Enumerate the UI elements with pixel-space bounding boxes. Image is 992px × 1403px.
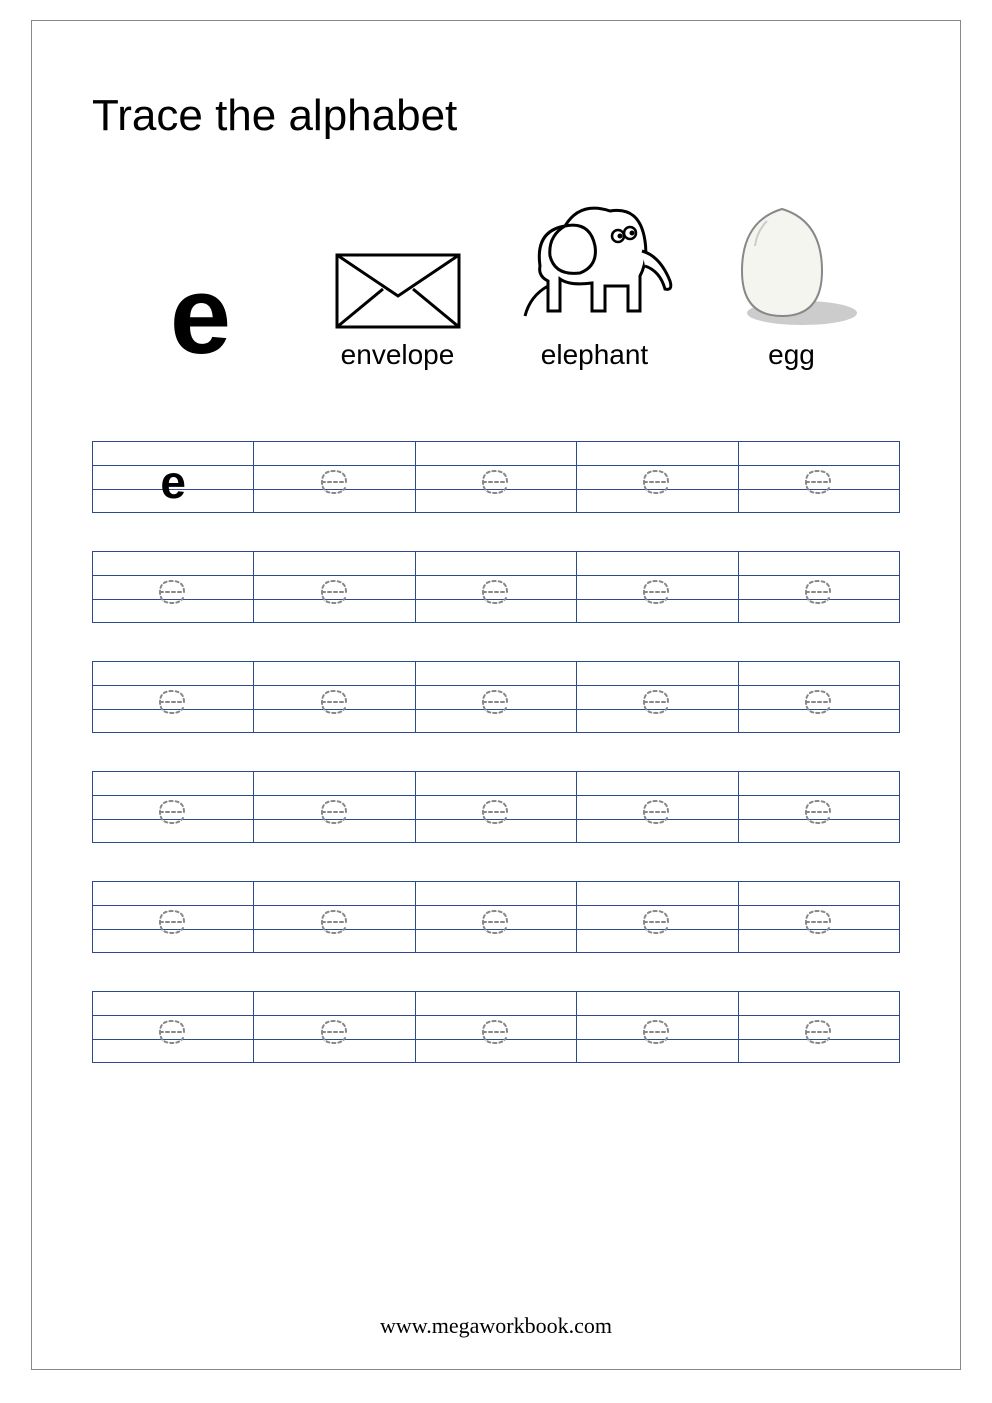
trace-cell bbox=[93, 772, 254, 842]
trace-cell bbox=[416, 662, 577, 732]
trace-cell bbox=[577, 442, 738, 512]
trace-row: e bbox=[92, 441, 900, 513]
dotted-letter bbox=[802, 1017, 836, 1047]
trace-row bbox=[92, 551, 900, 623]
trace-cell bbox=[739, 662, 899, 732]
trace-cell bbox=[577, 552, 738, 622]
dotted-letter bbox=[318, 577, 352, 607]
example-egg: egg bbox=[693, 201, 890, 371]
elephant-label: elephant bbox=[541, 339, 648, 371]
trace-row bbox=[92, 661, 900, 733]
dotted-letter bbox=[479, 1017, 513, 1047]
dotted-letter bbox=[156, 577, 190, 607]
trace-cell bbox=[577, 992, 738, 1062]
example-elephant: elephant bbox=[496, 191, 693, 371]
dotted-letter bbox=[802, 687, 836, 717]
egg-icon bbox=[717, 201, 867, 331]
dotted-letter bbox=[640, 1017, 674, 1047]
trace-cell bbox=[254, 442, 415, 512]
trace-row bbox=[92, 991, 900, 1063]
trace-cell bbox=[416, 442, 577, 512]
trace-cell bbox=[739, 442, 899, 512]
page-title: Trace the alphabet bbox=[92, 91, 900, 141]
dotted-letter bbox=[802, 467, 836, 497]
envelope-label: envelope bbox=[341, 339, 455, 371]
trace-cell bbox=[416, 552, 577, 622]
trace-cell bbox=[739, 992, 899, 1062]
dotted-letter bbox=[318, 907, 352, 937]
dotted-letter bbox=[156, 797, 190, 827]
trace-cell bbox=[416, 992, 577, 1062]
dotted-letter bbox=[479, 797, 513, 827]
trace-cell bbox=[254, 772, 415, 842]
trace-cell: e bbox=[93, 442, 254, 512]
egg-label: egg bbox=[768, 339, 815, 371]
trace-cell bbox=[577, 662, 738, 732]
trace-cell bbox=[93, 882, 254, 952]
dotted-letter bbox=[156, 1017, 190, 1047]
trace-cell bbox=[254, 882, 415, 952]
trace-cell bbox=[577, 882, 738, 952]
footer-url: www.megaworkbook.com bbox=[32, 1313, 960, 1339]
trace-cell bbox=[416, 882, 577, 952]
trace-cell bbox=[739, 882, 899, 952]
trace-row bbox=[92, 881, 900, 953]
examples-row: e envelope elephant bbox=[92, 191, 900, 371]
trace-cell bbox=[93, 552, 254, 622]
trace-cell bbox=[739, 772, 899, 842]
trace-grid: e bbox=[92, 441, 900, 1063]
dotted-letter bbox=[802, 907, 836, 937]
example-envelope: envelope bbox=[299, 251, 496, 371]
dotted-letter bbox=[640, 577, 674, 607]
dotted-letter bbox=[479, 907, 513, 937]
dotted-letter bbox=[802, 577, 836, 607]
dotted-letter bbox=[479, 467, 513, 497]
dotted-letter bbox=[318, 467, 352, 497]
trace-cell bbox=[93, 992, 254, 1062]
dotted-letter bbox=[479, 687, 513, 717]
dotted-letter bbox=[318, 687, 352, 717]
dotted-letter bbox=[640, 687, 674, 717]
dotted-letter bbox=[640, 467, 674, 497]
trace-cell bbox=[416, 772, 577, 842]
envelope-icon bbox=[333, 251, 463, 331]
trace-cell bbox=[577, 772, 738, 842]
dotted-letter bbox=[479, 577, 513, 607]
worksheet-page: Trace the alphabet e envelope bbox=[31, 20, 961, 1370]
trace-cell bbox=[739, 552, 899, 622]
trace-cell bbox=[254, 552, 415, 622]
dotted-letter bbox=[640, 797, 674, 827]
dotted-letter bbox=[156, 687, 190, 717]
trace-cell bbox=[254, 992, 415, 1062]
dotted-letter bbox=[802, 797, 836, 827]
elephant-icon bbox=[510, 191, 680, 331]
dotted-letter bbox=[318, 1017, 352, 1047]
dotted-letter bbox=[318, 797, 352, 827]
example-letter: e bbox=[102, 261, 299, 371]
solid-letter: e bbox=[160, 459, 186, 505]
trace-row bbox=[92, 771, 900, 843]
trace-cell bbox=[93, 662, 254, 732]
dotted-letter bbox=[156, 907, 190, 937]
big-letter-e: e bbox=[170, 261, 231, 371]
trace-cell bbox=[254, 662, 415, 732]
dotted-letter bbox=[640, 907, 674, 937]
